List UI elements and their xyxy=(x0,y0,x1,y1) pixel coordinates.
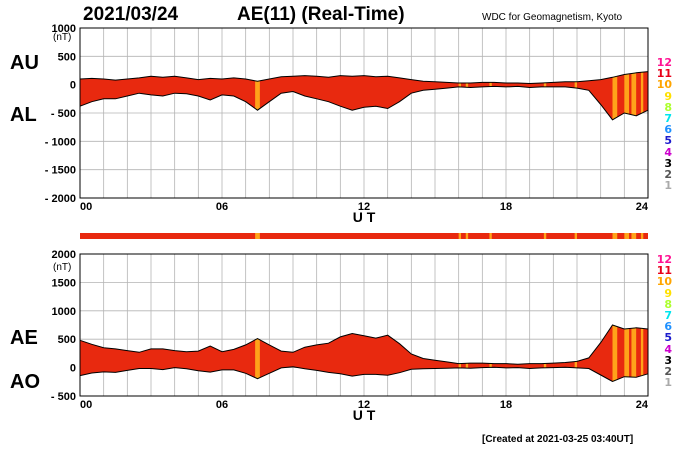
top-plot-frame xyxy=(79,27,649,199)
top-xtick-3: 18 xyxy=(500,201,512,213)
bottom-station-interval-8 xyxy=(631,325,637,382)
station-count-11: 11 xyxy=(656,67,672,81)
station-strip xyxy=(80,233,648,239)
station-count-12: 12 xyxy=(656,56,672,69)
bottom-xlabel: U T xyxy=(353,407,376,423)
station-count-2: 2 xyxy=(664,364,672,378)
ao-label: AO xyxy=(10,371,40,393)
station-strip-interval-4 xyxy=(543,233,547,239)
source-label: WDC for Geomagnetism, Kyoto xyxy=(482,12,623,23)
bottom-station-interval-3 xyxy=(489,325,492,382)
station-count-5: 5 xyxy=(664,331,672,345)
top-envelope-fill xyxy=(80,71,648,120)
station-count-2: 2 xyxy=(664,167,672,181)
bottom-station-interval-0 xyxy=(255,325,260,382)
station-strip-interval-7 xyxy=(624,233,630,239)
station-count-4: 4 xyxy=(664,342,672,356)
top-station-interval-9 xyxy=(640,71,644,120)
top-series-AU-line xyxy=(79,71,649,85)
top-station-interval-8 xyxy=(631,71,637,120)
top-xlabel: U T xyxy=(353,209,376,225)
bottom-xtick-3: 18 xyxy=(500,399,512,411)
station-scale-top: 12 11 10 9 8 7 6 5 4 3 2 1 xyxy=(648,57,672,191)
au-label: AU xyxy=(10,52,39,74)
bottom-station-interval-9 xyxy=(640,325,644,382)
station-count-12: 12 xyxy=(656,253,672,266)
station-strip-interval-5 xyxy=(574,233,577,239)
station-count-9: 9 xyxy=(664,89,672,103)
top-xtick-1: 06 xyxy=(216,201,228,213)
station-count-11: 11 xyxy=(656,264,672,278)
station-count-7: 7 xyxy=(664,308,672,322)
top-station-interval-6 xyxy=(612,71,618,120)
station-count-7: 7 xyxy=(664,111,672,125)
ae-label: AE xyxy=(10,327,38,349)
top-xtick-2: 12 xyxy=(358,201,370,213)
bottom-unit-label: (nT) xyxy=(53,262,72,273)
chart-title: AE(11) (Real-Time) xyxy=(237,4,405,25)
station-count-9: 9 xyxy=(664,286,672,300)
station-count-8: 8 xyxy=(664,100,672,114)
bottom-xtick-1: 06 xyxy=(216,399,228,411)
bottom-envelope-fill xyxy=(80,325,648,382)
top-ytick-2: 0 xyxy=(70,80,76,92)
bottom-xtick-0: 00 xyxy=(80,399,92,411)
top-xtick-0: 00 xyxy=(80,201,92,213)
top-station-interval-7 xyxy=(624,71,630,120)
bottom-xtick-4: 24 xyxy=(636,399,649,411)
bottom-series-AO-line xyxy=(79,366,649,383)
station-strip-interval-3 xyxy=(489,233,492,239)
station-count-6: 6 xyxy=(664,320,672,334)
station-count-4: 4 xyxy=(664,145,672,159)
bottom-series-AE-line xyxy=(79,324,649,365)
station-count-8: 8 xyxy=(664,297,672,311)
station-count-10: 10 xyxy=(656,78,672,92)
bottom-plot-frame xyxy=(79,253,649,397)
station-count-1: 1 xyxy=(664,179,672,193)
top-station-interval-0 xyxy=(255,71,260,120)
al-label: AL xyxy=(10,104,37,126)
bottom-ytick-1: 1500 xyxy=(52,277,76,289)
station-strip-interval-1 xyxy=(458,233,462,239)
top-ytick-6: - 2000 xyxy=(45,193,76,205)
station-strip-interval-6 xyxy=(612,233,618,239)
station-strip-interval-0 xyxy=(255,233,260,239)
station-count-1: 1 xyxy=(664,376,672,390)
bottom-ytick-5: - 500 xyxy=(51,391,76,403)
bottom-station-interval-2 xyxy=(465,325,469,382)
date-label: 2021/03/24 xyxy=(83,4,179,25)
station-strip-interval-2 xyxy=(465,233,469,239)
bottom-station-interval-4 xyxy=(543,325,547,382)
bottom-station-interval-7 xyxy=(624,325,630,382)
station-strip-interval-9 xyxy=(640,233,644,239)
station-count-3: 3 xyxy=(664,156,672,170)
station-strip-interval-8 xyxy=(631,233,637,239)
station-count-5: 5 xyxy=(664,134,672,148)
top-xtick-4: 24 xyxy=(636,201,649,213)
station-count-6: 6 xyxy=(664,123,672,137)
bottom-ytick-3: 500 xyxy=(58,334,76,346)
top-unit-label: (nT) xyxy=(53,32,72,43)
station-count-3: 3 xyxy=(664,353,672,367)
bottom-ytick-2: 1000 xyxy=(52,306,76,318)
station-scale-bottom: 12 11 10 9 8 7 6 5 4 3 2 1 xyxy=(648,254,672,388)
bottom-xtick-2: 12 xyxy=(358,399,370,411)
top-ytick-5: - 1500 xyxy=(45,165,76,177)
station-count-10: 10 xyxy=(656,275,672,289)
top-ytick-0: 1000 xyxy=(52,23,76,35)
created-label: [Created at 2021-03-25 03:40UT] xyxy=(482,434,634,445)
top-ytick-1: 500 xyxy=(58,51,76,63)
bottom-ytick-0: 2000 xyxy=(52,249,76,261)
top-ytick-4: - 1000 xyxy=(45,136,76,148)
top-series-AL-line xyxy=(79,85,649,121)
bottom-station-interval-6 xyxy=(612,325,618,382)
bottom-ytick-4: 0 xyxy=(70,363,76,375)
top-ytick-3: - 500 xyxy=(51,108,76,120)
